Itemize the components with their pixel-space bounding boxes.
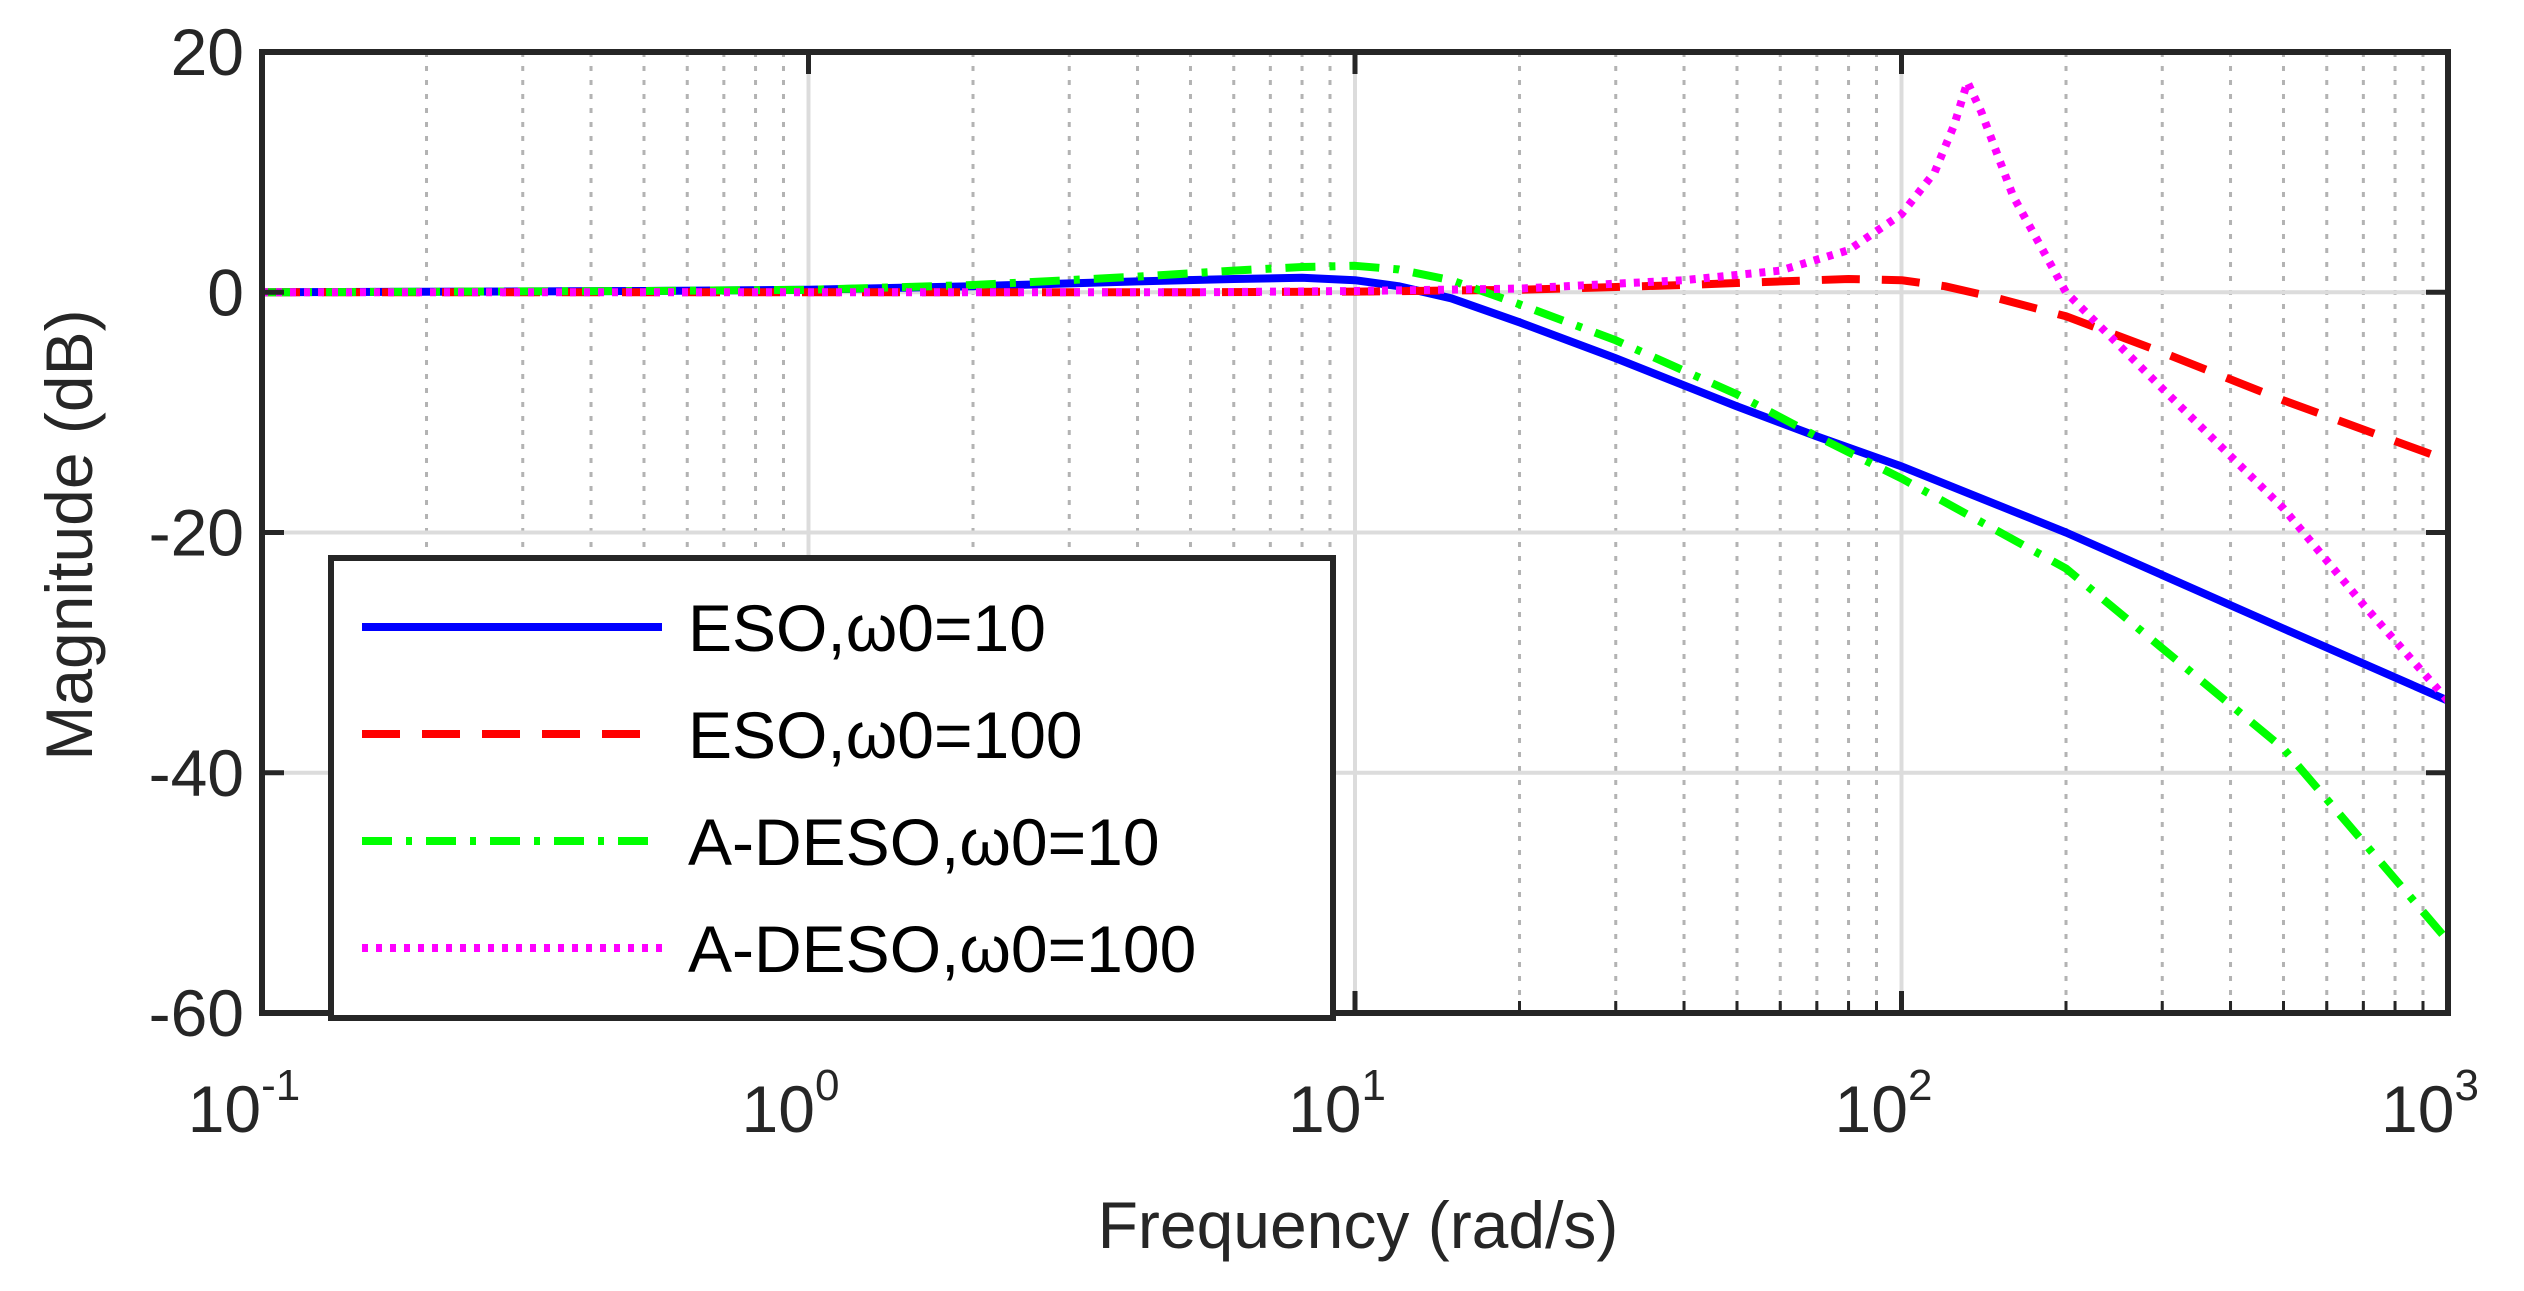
x-tick-label-base: 10 <box>1835 1072 1908 1146</box>
y-axis-ticks: 20 0 -20 -40 -60 <box>149 15 2448 1050</box>
x-tick-label-base: 10 <box>2381 1072 2454 1146</box>
x-tick-label-exponent: 2 <box>1908 1061 1932 1110</box>
series-line <box>261 261 2452 944</box>
x-axis-ticks: 10-1 100 101 102 103 <box>188 52 2479 1146</box>
legend-entry-label: A-DESO,ω0=100 <box>688 912 1196 986</box>
y-tick-label: 0 <box>207 255 244 329</box>
x-axis-label: Frequency (rad/s) <box>1098 1188 1619 1262</box>
x-tick-label-base: 10 <box>188 1072 261 1146</box>
y-tick-label: -20 <box>149 496 244 570</box>
y-axis-label: Magnitude (dB) <box>32 309 106 760</box>
series-line <box>262 78 2452 704</box>
x-tick-label: 100 <box>742 1061 840 1146</box>
series-layer <box>261 78 2452 944</box>
legend-box <box>328 555 1336 1021</box>
legend-entry-label: ESO,ω0=100 <box>688 698 1083 772</box>
x-tick-label-exponent: 1 <box>1361 1061 1385 1110</box>
x-tick-label-exponent: 3 <box>2454 1061 2478 1110</box>
y-tick-label: 20 <box>171 15 244 89</box>
x-tick-label-exponent: -1 <box>261 1061 300 1110</box>
x-tick-label-base: 10 <box>742 1072 815 1146</box>
legend-entry-label: A-DESO,ω0=10 <box>688 805 1160 879</box>
legend: ESO,ω0=10 ESO,ω0=100 A-DESO,ω0=10 A-DESO,ω0… <box>328 555 1336 1021</box>
x-tick-label: 102 <box>1835 1061 1933 1146</box>
y-tick-label: -60 <box>149 976 244 1050</box>
x-tick-label-base: 10 <box>1288 1072 1361 1146</box>
x-tick-label: 10-1 <box>188 1061 301 1146</box>
y-tick-label: -40 <box>149 736 244 810</box>
x-tick-label: 101 <box>1288 1061 1386 1146</box>
legend-entry-label: ESO,ω0=10 <box>688 591 1046 665</box>
x-tick-label-exponent: 0 <box>815 1061 839 1110</box>
x-tick-label: 103 <box>2381 1061 2479 1146</box>
